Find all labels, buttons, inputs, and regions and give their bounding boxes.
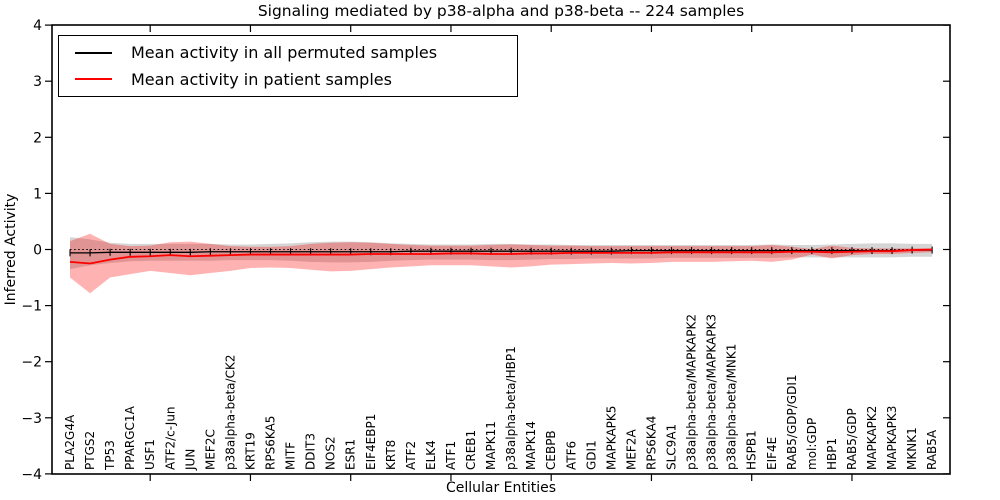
x-tick-label: CREB1 xyxy=(464,430,478,470)
legend-label-permuted: Mean activity in all permuted samples xyxy=(131,43,438,63)
x-tick-label: ATF6 xyxy=(564,441,578,470)
y-axis-label: Inferred Activity xyxy=(3,194,19,306)
x-tick-label: DDIT3 xyxy=(304,433,318,470)
permuted-mean-line xyxy=(70,249,933,254)
y-tick-label: 1 xyxy=(33,186,42,202)
x-tick-label: MAPK14 xyxy=(524,421,538,470)
legend-item-permuted: Mean activity in all permuted samples xyxy=(59,43,517,62)
x-tick-label: MAPK11 xyxy=(484,421,498,470)
y-tick-label: −4 xyxy=(21,467,42,483)
legend-label-patient: Mean activity in patient samples xyxy=(131,69,392,89)
x-tick-label: p38alpha-beta/MAPKAPK2 xyxy=(685,314,699,470)
x-tick-label: JUN xyxy=(183,449,197,471)
legend: Mean activity in all permuted samples Me… xyxy=(58,35,518,97)
x-tick-label: p38alpha-beta/CK2 xyxy=(223,355,237,470)
patient-mean-line xyxy=(69,248,933,265)
x-tick-label: PTGS2 xyxy=(83,431,97,470)
x-tick-label: EIF4EBP1 xyxy=(364,414,378,470)
x-tick-label: ATF2 xyxy=(404,441,418,470)
y-tick-label: −1 xyxy=(21,299,42,315)
legend-line-black-icon xyxy=(75,51,112,54)
x-tick-label: HSPB1 xyxy=(745,430,759,470)
x-tick-label: KRT19 xyxy=(243,432,257,470)
x-tick-label: MAPKAPK5 xyxy=(604,406,618,470)
x-tick-label: ATF2/c-Jun xyxy=(163,406,177,470)
x-axis-label: Cellular Entities xyxy=(446,480,556,496)
x-tick-label: p38alpha-beta/MAPKAPK3 xyxy=(705,314,719,470)
x-tick-label: KRT8 xyxy=(384,440,398,470)
x-tick-label: MITF xyxy=(284,442,298,470)
x-tick-label: mol:GDP xyxy=(805,418,819,470)
x-tick-label: p38alpha-beta/MNK1 xyxy=(725,344,739,470)
x-tick-label: RAB5A xyxy=(925,429,939,470)
x-tick-label: PPARGC1A xyxy=(123,405,137,470)
y-tick-label: −2 xyxy=(21,355,42,371)
plot-content: 4 3 2 1 0 −1 −2 −3 −4 PLA2G4A PTGS2 TP53 PPARGC1A USF… xyxy=(21,18,951,483)
x-tick-label: MEF2A xyxy=(624,429,638,470)
patient-band xyxy=(70,233,933,294)
x-tick-label: RPS6KA4 xyxy=(644,416,658,470)
x-tick-label: RAB5/GDP/GDI1 xyxy=(785,374,799,470)
x-tick-label: TP53 xyxy=(103,440,117,471)
y-tick-label: 3 xyxy=(33,74,42,90)
x-tick-label: GDI1 xyxy=(584,440,598,470)
x-tick-label: CEBPB xyxy=(544,430,558,470)
x-tick-label: ESR1 xyxy=(344,439,358,470)
x-tick-label: USF1 xyxy=(143,439,157,470)
x-tick-label: RAB5/GDP xyxy=(845,408,859,470)
x-tick-label: SLC9A1 xyxy=(665,424,679,470)
legend-item-patient: Mean activity in patient samples xyxy=(59,70,517,89)
x-tick-label: HBP1 xyxy=(825,438,839,470)
y-tick-label: 4 xyxy=(33,18,42,34)
x-tick-label: MKNK1 xyxy=(905,427,919,470)
x-tick-label: PLA2G4A xyxy=(63,414,77,470)
x-tick-label: MAPKAPK2 xyxy=(865,406,879,470)
chart-title: Signaling mediated by p38-alpha and p38-… xyxy=(258,2,744,20)
y-tick-label: −3 xyxy=(21,411,42,427)
y-tick-label: 2 xyxy=(33,130,42,146)
x-tick-label: EIF4E xyxy=(765,437,779,470)
x-tick-label: ELK4 xyxy=(424,440,438,470)
x-tick-label: MEF2C xyxy=(203,429,217,470)
x-tick-label: RPS6KA5 xyxy=(264,416,278,470)
x-tick-label: ATF1 xyxy=(444,441,458,470)
x-tick-label: NOS2 xyxy=(324,436,338,470)
x-tick-label: p38alpha-beta/HBP1 xyxy=(504,346,518,470)
y-tick-label: 0 xyxy=(33,243,42,259)
legend-line-red-icon xyxy=(75,78,112,81)
x-tick-label: MAPKAPK3 xyxy=(885,406,899,470)
